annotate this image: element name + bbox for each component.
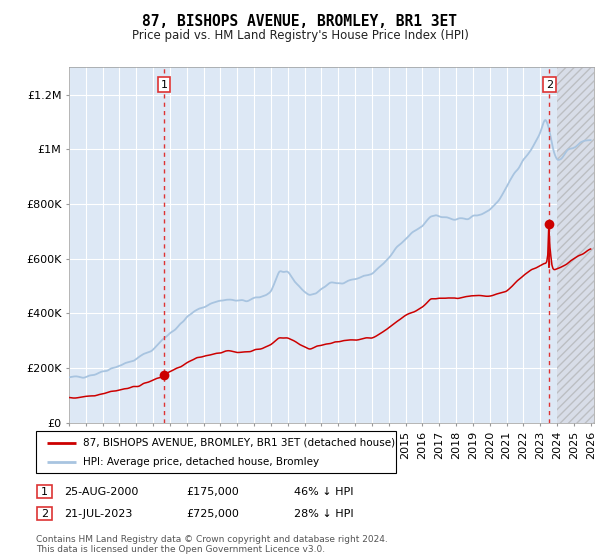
Text: £175,000: £175,000 (186, 487, 239, 497)
Text: Price paid vs. HM Land Registry's House Price Index (HPI): Price paid vs. HM Land Registry's House … (131, 29, 469, 42)
Text: £725,000: £725,000 (186, 508, 239, 519)
Text: 1: 1 (161, 80, 167, 90)
Text: 2: 2 (545, 80, 553, 90)
Text: 87, BISHOPS AVENUE, BROMLEY, BR1 3ET: 87, BISHOPS AVENUE, BROMLEY, BR1 3ET (143, 14, 458, 29)
Text: 46% ↓ HPI: 46% ↓ HPI (294, 487, 353, 497)
Bar (557, 67, 594, 423)
Text: HPI: Average price, detached house, Bromley: HPI: Average price, detached house, Brom… (83, 457, 319, 467)
Text: Contains HM Land Registry data © Crown copyright and database right 2024.
This d: Contains HM Land Registry data © Crown c… (36, 535, 388, 554)
Text: 1: 1 (41, 487, 48, 497)
Bar (557, 67, 594, 423)
Text: 28% ↓ HPI: 28% ↓ HPI (294, 508, 353, 519)
Text: 2: 2 (41, 508, 48, 519)
Text: 87, BISHOPS AVENUE, BROMLEY, BR1 3ET (detached house): 87, BISHOPS AVENUE, BROMLEY, BR1 3ET (de… (83, 437, 395, 447)
Text: 25-AUG-2000: 25-AUG-2000 (64, 487, 139, 497)
Text: 21-JUL-2023: 21-JUL-2023 (64, 508, 133, 519)
